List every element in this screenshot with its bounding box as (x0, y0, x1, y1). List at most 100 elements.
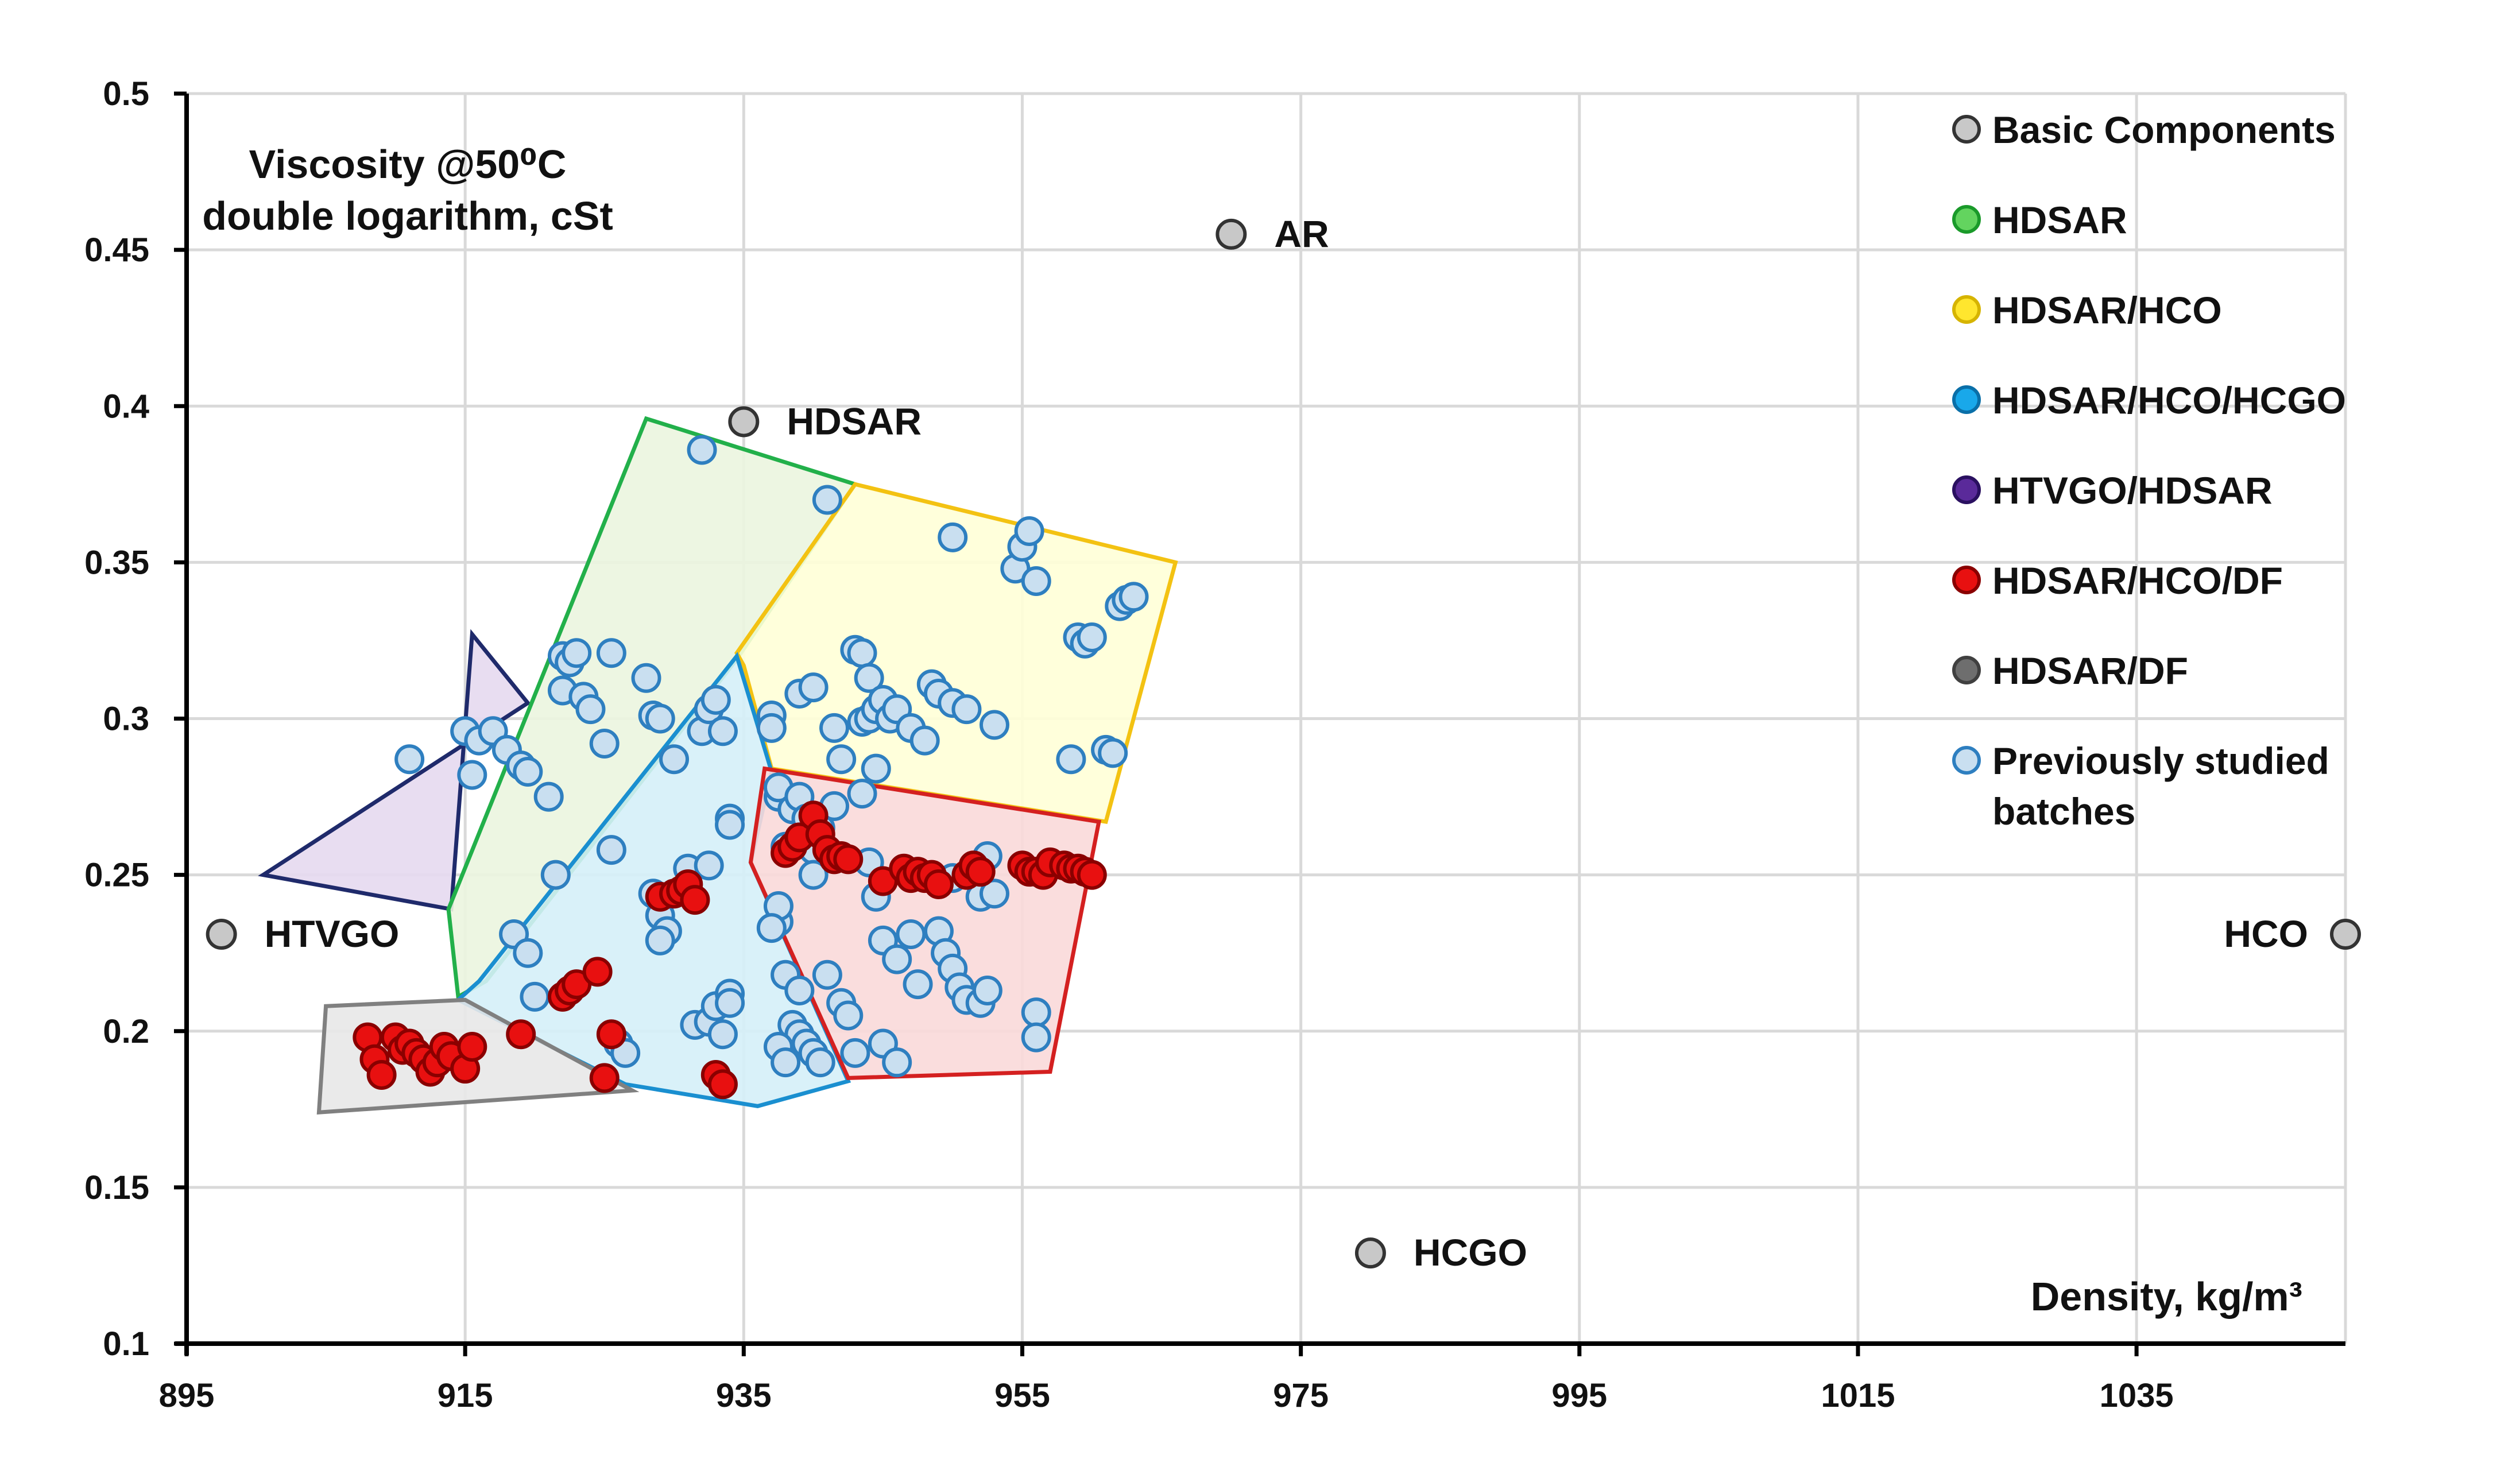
point-previously-studied-batches (979, 879, 1009, 909)
x-tick-label: 975 (1273, 1377, 1329, 1414)
point-previously-studied-batches (575, 694, 606, 725)
point-previously-studied-batches (847, 779, 877, 809)
point-basic-components (1216, 218, 1247, 250)
point-previously-studied-batches (1014, 516, 1044, 546)
region-hdsar-hco (734, 482, 1178, 825)
x-tick-label: 955 (994, 1377, 1050, 1414)
point-hdsar-hco-df (366, 1059, 397, 1090)
point-previously-studied-batches (394, 744, 425, 775)
point-hdsar-hco-df (596, 1019, 626, 1050)
legend-label-hdsar-hco-df: HDSAR/HCO/DF (1992, 559, 2283, 602)
point-previously-studied-batches (533, 781, 564, 812)
point-previously-studied-batches (596, 638, 626, 668)
annotation-htvgo: HTVGO (265, 912, 400, 955)
x-tick-label: 1035 (2100, 1377, 2174, 1414)
point-hdsar-hco-df (923, 869, 954, 899)
data-points (206, 218, 2361, 1269)
point-basic-components (206, 919, 237, 950)
legend-label-hdsar-hco: HDSAR/HCO (1992, 289, 2222, 331)
point-previously-studied-batches (854, 663, 884, 693)
y-tick-label: 0.5 (103, 75, 149, 113)
y-axis-title-line-1: Viscosity @50⁰C (249, 142, 567, 187)
point-previously-studied-batches (882, 944, 912, 974)
annotation-ar: AR (1274, 212, 1329, 255)
legend-marker-basic-components (1952, 115, 1981, 144)
y-tick-label: 0.3 (103, 701, 149, 738)
point-basic-components (2330, 919, 2361, 950)
legend-label-previously-studied-batches: Previously studied (1992, 740, 2329, 782)
point-previously-studied-batches (972, 975, 1002, 1005)
point-previously-studied-batches (520, 981, 550, 1012)
annotation-hco: HCO (2224, 912, 2308, 955)
point-previously-studied-batches (1077, 622, 1107, 652)
legend-label-htvgo-hdsar: HTVGO/HDSAR (1992, 469, 2273, 512)
point-previously-studied-batches (938, 522, 968, 552)
legend-label-hdsar-df: HDSAR/DF (1992, 649, 2188, 692)
point-hdsar-hco-df (457, 1031, 487, 1062)
point-previously-studied-batches (513, 757, 543, 787)
y-tick-label: 0.25 (84, 857, 149, 894)
point-previously-studied-batches (715, 810, 745, 840)
legend-label-hdsar: HDSAR (1992, 199, 2127, 241)
point-previously-studied-batches (861, 753, 891, 784)
point-previously-studied-batches (700, 684, 731, 715)
x-tick-label: 915 (438, 1377, 493, 1414)
point-previously-studied-batches (1056, 744, 1086, 775)
x-tick-label: 895 (159, 1377, 215, 1414)
tick-labels: 0.1 0.15 0.2 0.25 0.3 0.35 0.4 0.45 0.5 895 915 935… (84, 75, 2174, 1414)
y-tick-label: 0.4 (103, 388, 149, 425)
point-previously-studied-batches (847, 638, 877, 668)
y-tick-label: 0.2 (103, 1013, 149, 1050)
point-hdsar-hco-df (707, 1069, 738, 1100)
point-previously-studied-batches (756, 913, 787, 943)
point-previously-studied-batches (513, 938, 543, 968)
point-previously-studied-batches (1118, 582, 1149, 612)
legend-label-basic-components: Basic Components (1992, 109, 2336, 151)
point-previously-studied-batches (896, 919, 926, 950)
x-tick-label: 995 (1551, 1377, 1607, 1414)
axes (174, 91, 2345, 1356)
point-previously-studied-batches (826, 744, 857, 775)
axis-titles: Viscosity @50⁰C double logarithm, cSt De… (202, 142, 2302, 1319)
point-hdsar-hco-df (680, 885, 710, 915)
point-previously-studied-batches (707, 716, 738, 746)
y-axis-title-line-2: double logarithm, cSt (202, 194, 613, 238)
point-basic-components (1354, 1237, 1386, 1269)
point-hdsar-hco-df (965, 857, 996, 887)
point-hdsar-hco-df (589, 1063, 620, 1093)
x-tick-label: 1015 (1821, 1377, 1895, 1414)
point-previously-studied-batches (798, 672, 829, 703)
point-previously-studied-batches (1021, 997, 1051, 1028)
legend-marker-previously-studied-batches (1952, 746, 1981, 775)
annotation-hcgo: HCGO (1414, 1231, 1527, 1274)
legend-label-hdsar-hco-hcgo: HDSAR/HCO/HCGO (1992, 379, 2346, 421)
point-previously-studied-batches (951, 694, 982, 725)
y-tick-label: 0.45 (84, 231, 149, 269)
point-previously-studied-batches (979, 710, 1009, 740)
legend-label-previously-studied-batches: batches (1992, 790, 2135, 833)
point-previously-studied-batches (715, 988, 745, 1018)
point-previously-studied-batches (645, 703, 675, 734)
point-previously-studied-batches (882, 1047, 912, 1078)
point-previously-studied-batches (840, 1038, 870, 1068)
legend-marker-hdsar (1952, 205, 1981, 234)
point-hdsar-hco-df (582, 957, 613, 987)
point-previously-studied-batches (562, 638, 592, 668)
point-previously-studied-batches (540, 860, 571, 890)
legend-marker-htvgo-hdsar (1952, 475, 1981, 504)
point-previously-studied-batches (589, 729, 620, 759)
legend: Basic Components HDSAR HDSAR/HCO HDSAR/HCO/… (1952, 109, 2346, 833)
point-previously-studied-batches (694, 850, 724, 881)
x-axis-title: Density, kg/m³ (2031, 1274, 2302, 1319)
point-previously-studied-batches (798, 860, 829, 890)
point-previously-studied-batches (1021, 1022, 1051, 1053)
y-tick-label: 0.35 (84, 544, 149, 581)
point-hdsar-hco-df (1077, 860, 1107, 890)
point-previously-studied-batches (707, 1019, 738, 1050)
y-tick-label: 0.15 (84, 1169, 149, 1206)
region-htvgo-hdsar (258, 629, 531, 912)
legend-marker-hdsar-df (1952, 656, 1981, 684)
